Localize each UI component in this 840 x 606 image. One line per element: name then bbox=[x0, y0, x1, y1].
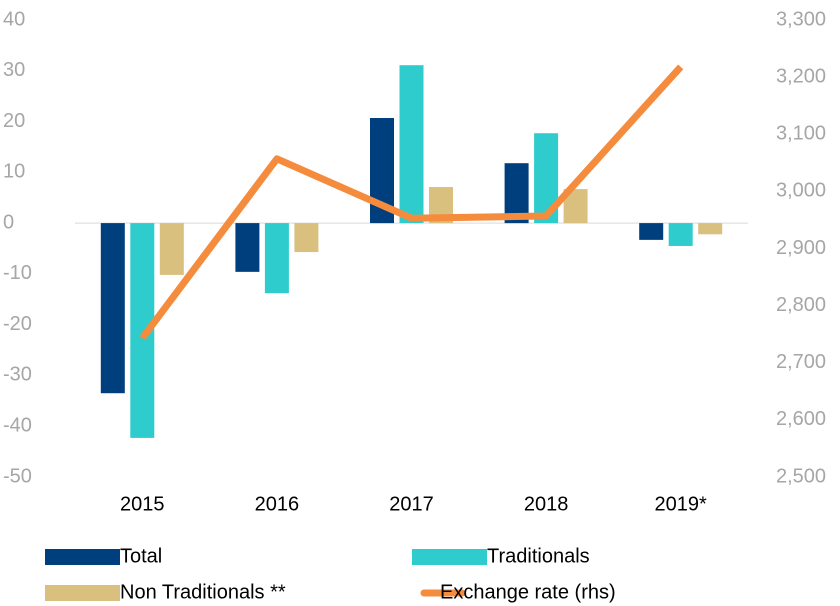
bar bbox=[100, 223, 125, 394]
bar bbox=[264, 223, 289, 294]
y-tick-label: 40 bbox=[3, 8, 25, 30]
y-tick-label: -50 bbox=[3, 465, 32, 487]
bar bbox=[399, 65, 424, 224]
line bbox=[139, 64, 684, 341]
y-tick-label: 0 bbox=[3, 211, 14, 233]
y2-tick-label: 3,100 bbox=[776, 123, 826, 145]
legend-label: Exchange rate (rhs) bbox=[440, 581, 616, 603]
legend-swatch bbox=[45, 549, 120, 565]
legend-swatch bbox=[45, 585, 120, 601]
x-tick-label: 2017 bbox=[389, 493, 434, 515]
y2-tick-label: 2,600 bbox=[776, 408, 826, 430]
y-tick-label: -30 bbox=[3, 364, 32, 386]
y-tick-label: 30 bbox=[3, 59, 25, 81]
bar bbox=[235, 223, 260, 272]
legend-swatch bbox=[412, 549, 487, 565]
bar bbox=[698, 223, 723, 235]
x-tick-label: 2019* bbox=[655, 493, 707, 515]
x-tick-label: 2018 bbox=[524, 493, 569, 515]
bar bbox=[668, 223, 693, 246]
x-tick-label: 2016 bbox=[255, 493, 300, 515]
y2-tick-label: 2,500 bbox=[776, 465, 826, 487]
y2-tick-label: 2,700 bbox=[776, 351, 826, 373]
y-tick-label: 20 bbox=[3, 110, 25, 132]
legend-label: Total bbox=[120, 545, 162, 567]
y2-tick-label: 2,900 bbox=[776, 237, 826, 259]
y2-tick-label: 3,300 bbox=[776, 8, 826, 30]
y-tick-label: -20 bbox=[3, 313, 32, 335]
y-tick-label: -10 bbox=[3, 262, 32, 284]
y2-tick-label: 3,000 bbox=[776, 180, 826, 202]
bar bbox=[294, 223, 319, 253]
legend-label: Non Traditionals ** bbox=[120, 581, 286, 603]
y-tick-label: -40 bbox=[3, 415, 32, 437]
bar bbox=[159, 223, 184, 275]
y2-tick-label: 2,800 bbox=[776, 294, 826, 316]
legend-label: Traditionals bbox=[487, 545, 590, 567]
y2-tick-label: 3,200 bbox=[776, 65, 826, 87]
bar bbox=[504, 163, 529, 224]
y-tick-label: 10 bbox=[3, 161, 25, 183]
bar bbox=[639, 223, 664, 240]
x-tick-label: 2015 bbox=[120, 493, 165, 515]
